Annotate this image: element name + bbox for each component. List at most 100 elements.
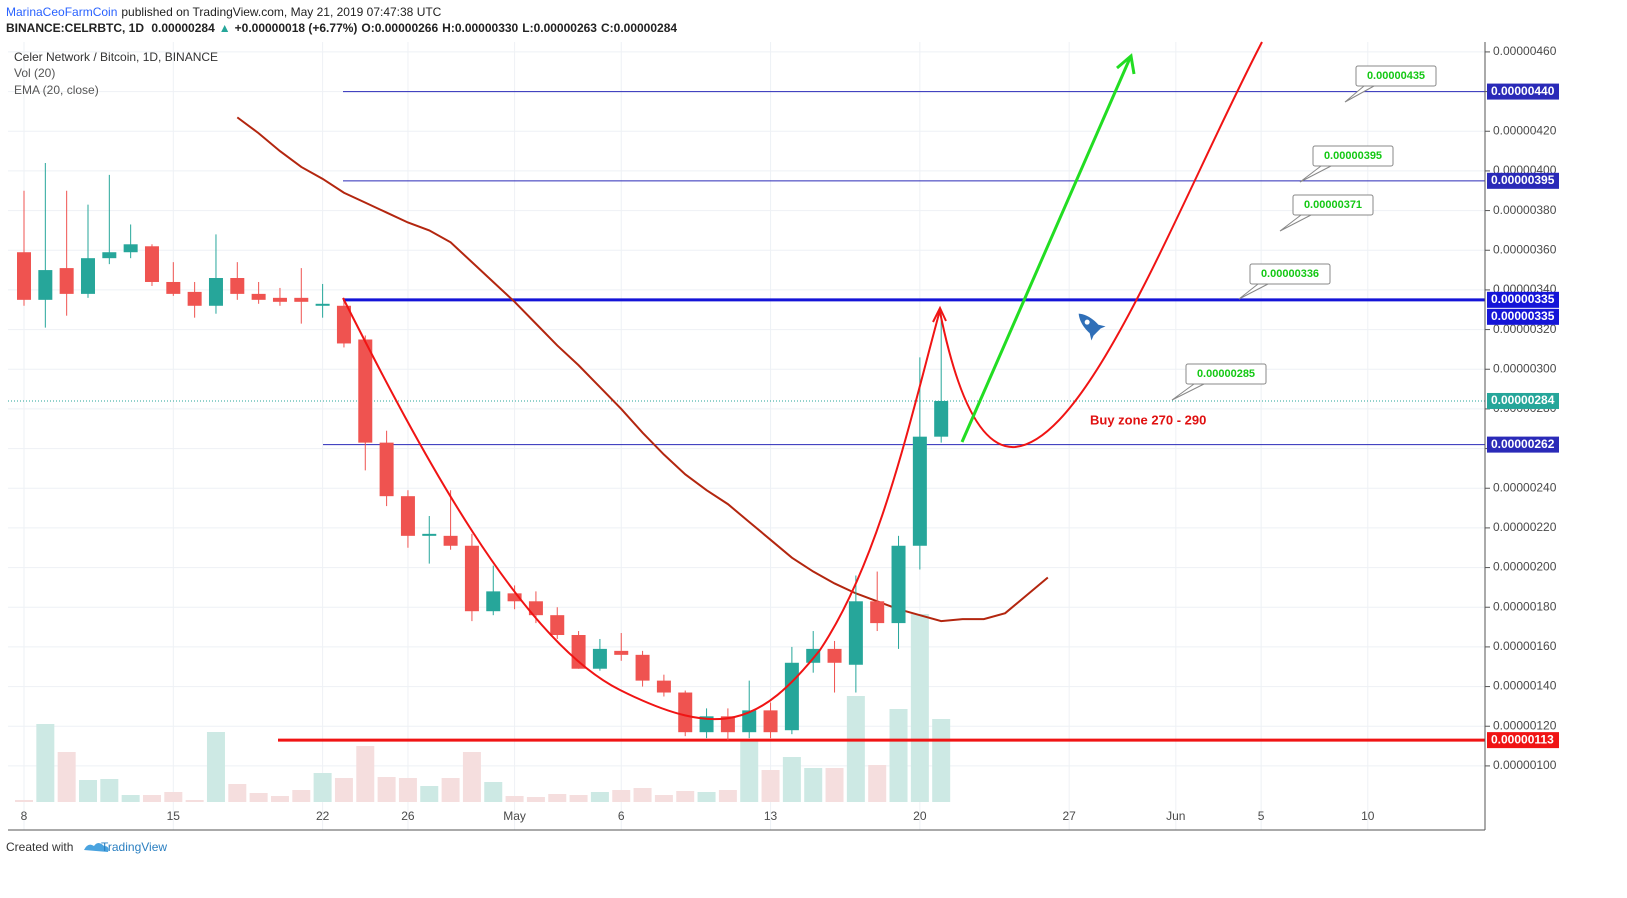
y-tick-label: 0.00000220 (1493, 520, 1557, 534)
candle-body (486, 591, 501, 612)
candle-body (550, 615, 565, 636)
brand[interactable]: TradingView (101, 840, 167, 854)
x-tick-label: 13 (764, 809, 778, 823)
x-tick-label: Jun (1166, 809, 1185, 823)
created-with: Created with (6, 840, 73, 854)
x-tick-label: 5 (1258, 809, 1265, 823)
quote-line: BINANCE:CELRBTC, 1D 0.00000284 ▲ +0.000000… (6, 21, 681, 35)
volume-bar (804, 768, 823, 802)
callout-box (1355, 65, 1437, 87)
volume-bar (505, 796, 524, 802)
callout-pointer (1171, 383, 1205, 401)
candle-body (742, 710, 757, 733)
candle-body (571, 635, 586, 669)
level-label: 0.00000440 (1491, 84, 1555, 98)
volume-bar (697, 792, 716, 802)
callout-pointer (1344, 85, 1375, 103)
volume-bar (910, 614, 929, 802)
level-label: 0.00000395 (1491, 173, 1555, 187)
candle-body (848, 601, 863, 665)
volume-bar (526, 797, 545, 802)
x-tick-label: May (503, 809, 526, 823)
candle-body (294, 297, 309, 302)
h: 0.00000330 (454, 21, 519, 35)
volume-bar (313, 773, 332, 802)
callout-label: 0.00000435 (1367, 70, 1425, 82)
level-box (1487, 172, 1559, 189)
x-tick-label: 26 (401, 809, 415, 823)
level-label: 0.00000284 (1491, 393, 1555, 407)
o-label: O: (361, 21, 375, 35)
cup-curve (342, 297, 941, 721)
arrow-head (932, 305, 947, 323)
level-box (1487, 732, 1559, 749)
callout-pointer (1279, 214, 1312, 232)
volume-bar (654, 795, 673, 802)
volume-bar (825, 768, 844, 802)
y-tick-label: 0.00000140 (1493, 679, 1557, 693)
y-tick-label: 0.00000380 (1493, 203, 1557, 217)
green-arrow (960, 57, 1132, 443)
y-tick-label: 0.00000120 (1493, 718, 1557, 732)
level-box (1487, 291, 1559, 308)
candle-body (59, 268, 74, 294)
last: 0.00000284 (151, 21, 215, 35)
author[interactable]: MarinaCeoFarmCoin (6, 5, 118, 19)
level-label: 0.00000262 (1491, 437, 1555, 451)
chart-title: Celer Network / Bitcoin, 1D, BINANCE (14, 50, 218, 64)
x-tick-label: 10 (1361, 809, 1375, 823)
level-label: 0.00000335 (1491, 292, 1555, 306)
h-label: H: (442, 21, 455, 35)
candle-body (912, 436, 927, 546)
x-tick-label: 8 (21, 809, 28, 823)
callout-box (1312, 145, 1394, 167)
candle-body (763, 710, 778, 733)
volume-bar (889, 709, 908, 802)
volume-bar (633, 788, 652, 802)
publish-line: MarinaCeoFarmCoin published on TradingVie… (6, 5, 445, 19)
volume-bar (398, 778, 417, 802)
volume-bar (441, 778, 460, 802)
legend-volume: Vol (20) (14, 66, 55, 80)
candle-body (464, 545, 479, 612)
volume-bar (846, 696, 865, 802)
candle-body (934, 400, 949, 437)
volume-bar (590, 792, 609, 802)
volume-bar (15, 800, 33, 802)
level-box (1487, 83, 1559, 100)
volume-bar (740, 740, 759, 802)
l-label: L: (522, 21, 534, 35)
candle-body (17, 252, 31, 300)
volume-bar (100, 779, 119, 802)
y-tick-label: 0.00000180 (1493, 599, 1557, 613)
buy-zone-note: Buy zone 270 - 290 (1090, 412, 1206, 427)
y-tick-label: 0.00000100 (1493, 758, 1557, 772)
candle-body (784, 662, 799, 731)
x-tick-label: 15 (167, 809, 181, 823)
volume-bar (761, 770, 780, 802)
candle-body (379, 442, 394, 497)
candle-body (251, 293, 266, 300)
candle-body (678, 692, 693, 733)
candle-body (720, 716, 735, 733)
candle-body (614, 650, 629, 655)
volume-bar (484, 782, 503, 802)
volume-bar (377, 777, 396, 802)
published: published on TradingView.com, May 21, 20… (121, 5, 442, 19)
candle-body (38, 270, 53, 300)
drawings (342, 41, 1263, 721)
callout-label: 0.00000395 (1324, 150, 1382, 162)
candle-body (443, 535, 458, 546)
change: +0.00000018 (+6.77%) (234, 21, 358, 35)
volume-bar (121, 795, 140, 802)
symbol: BINANCE:CELRBTC, 1D (6, 21, 144, 35)
candle-body (336, 305, 351, 344)
projection-curve (939, 41, 1263, 449)
callout-pointer (1238, 283, 1269, 300)
o: 0.00000266 (374, 21, 439, 35)
candle-body (656, 680, 671, 693)
candle-body (144, 246, 159, 282)
volume-bar (718, 790, 737, 802)
